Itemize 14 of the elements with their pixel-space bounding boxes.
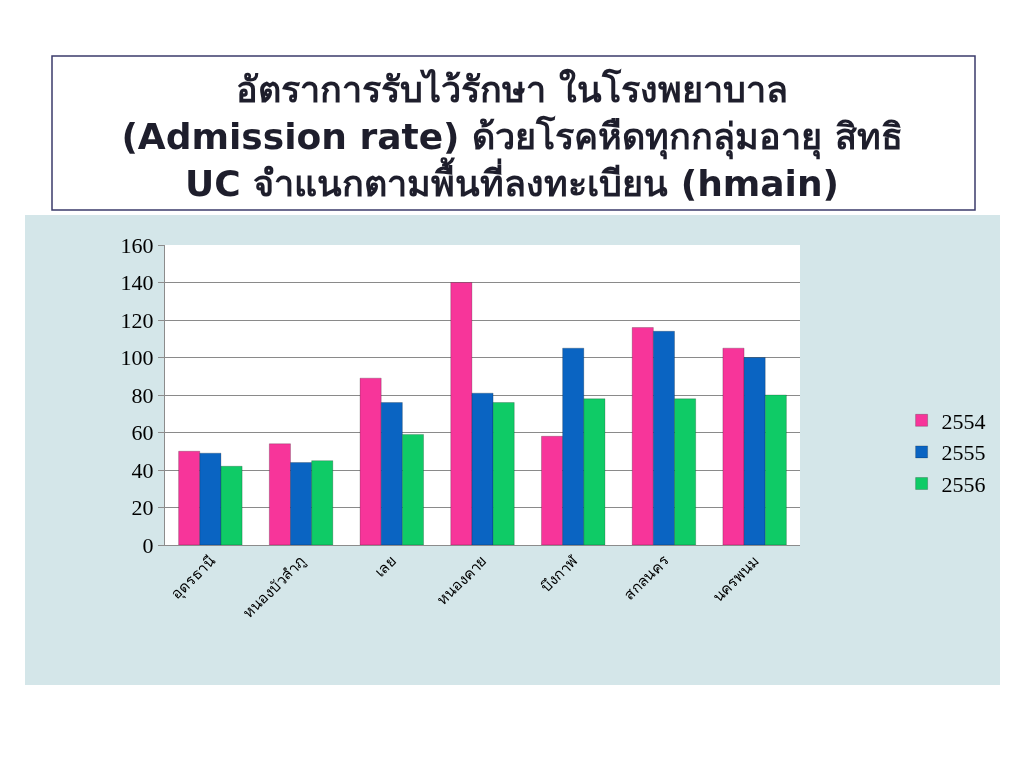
legend-label: 2554 [941, 408, 986, 434]
x-tick-label: เลย [370, 551, 400, 581]
y-tick-label: 60 [131, 420, 154, 446]
chart-title: อัตราการรับไว้รักษา ในโรงพยาบาล (Admission rate) ด้วยโรคหืดทุกกลุ่มอายุ สิทธิ UC จำแนกตามพื้นที่ลงทะเบียน (hmain) [121, 68, 903, 204]
y-tick-label: 20 [131, 495, 154, 521]
y-tick-label: 100 [120, 345, 154, 371]
y-tick-label: 120 [120, 307, 154, 333]
y-tick-label: 140 [120, 270, 154, 296]
y-tick-label: 0 [142, 532, 154, 558]
y-tick-label: 80 [131, 382, 154, 408]
y-tick-label: 160 [120, 232, 154, 258]
y-tick-label: 40 [131, 457, 154, 483]
legend-label: 2555 [941, 440, 986, 466]
legend-label: 2556 [941, 472, 986, 498]
